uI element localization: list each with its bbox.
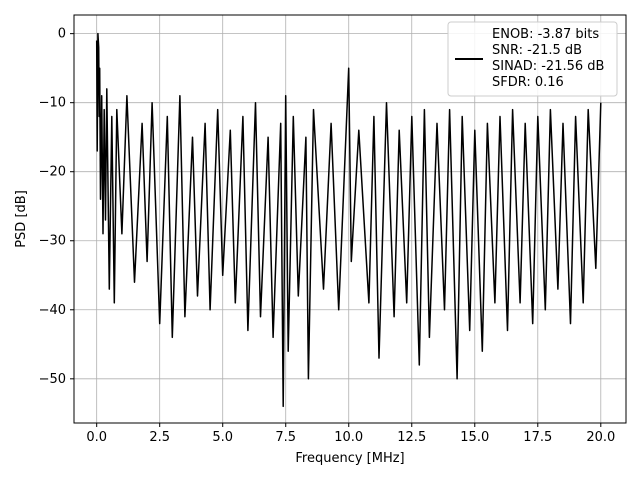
legend-label-line: ENOB: -3.87 bits bbox=[492, 27, 599, 42]
legend-label-line: SINAD: -21.56 dB bbox=[492, 59, 604, 74]
y-tick-label: 0 bbox=[58, 27, 66, 42]
ticks: 0.0 2.5 5.0 7.5 10.0 12.5 15.0 17.5 20.0 0 −10 −20 −… bbox=[39, 27, 616, 445]
y-tick-label: −40 bbox=[39, 303, 66, 318]
y-tick-label: −30 bbox=[39, 234, 66, 249]
legend-label-line: SFDR: 0.16 bbox=[492, 75, 564, 90]
x-tick-label: 10.0 bbox=[334, 430, 363, 445]
plot-frame bbox=[73, 14, 627, 424]
x-tick-label: 7.5 bbox=[275, 430, 296, 445]
y-tick-label: −10 bbox=[39, 96, 66, 111]
x-tick-label: 20.0 bbox=[586, 430, 615, 445]
psd-series-line bbox=[95, 32, 602, 408]
x-tick-label: 0.0 bbox=[86, 430, 107, 445]
y-axis-title: PSD [dB] bbox=[14, 190, 29, 248]
x-tick-label: 2.5 bbox=[149, 430, 170, 445]
x-tick-label: 12.5 bbox=[397, 430, 426, 445]
y-tick-label: −20 bbox=[39, 165, 66, 180]
legend-label-line: SNR: -21.5 dB bbox=[492, 43, 582, 58]
y-tick-label: −50 bbox=[39, 372, 66, 387]
x-tick-label: 15.0 bbox=[460, 430, 489, 445]
series-layer bbox=[95, 32, 602, 408]
x-axis-title: Frequency [MHz] bbox=[295, 451, 404, 466]
x-tick-label: 17.5 bbox=[523, 430, 552, 445]
x-tick-label: 5.0 bbox=[212, 430, 233, 445]
legend-box bbox=[447, 21, 618, 97]
